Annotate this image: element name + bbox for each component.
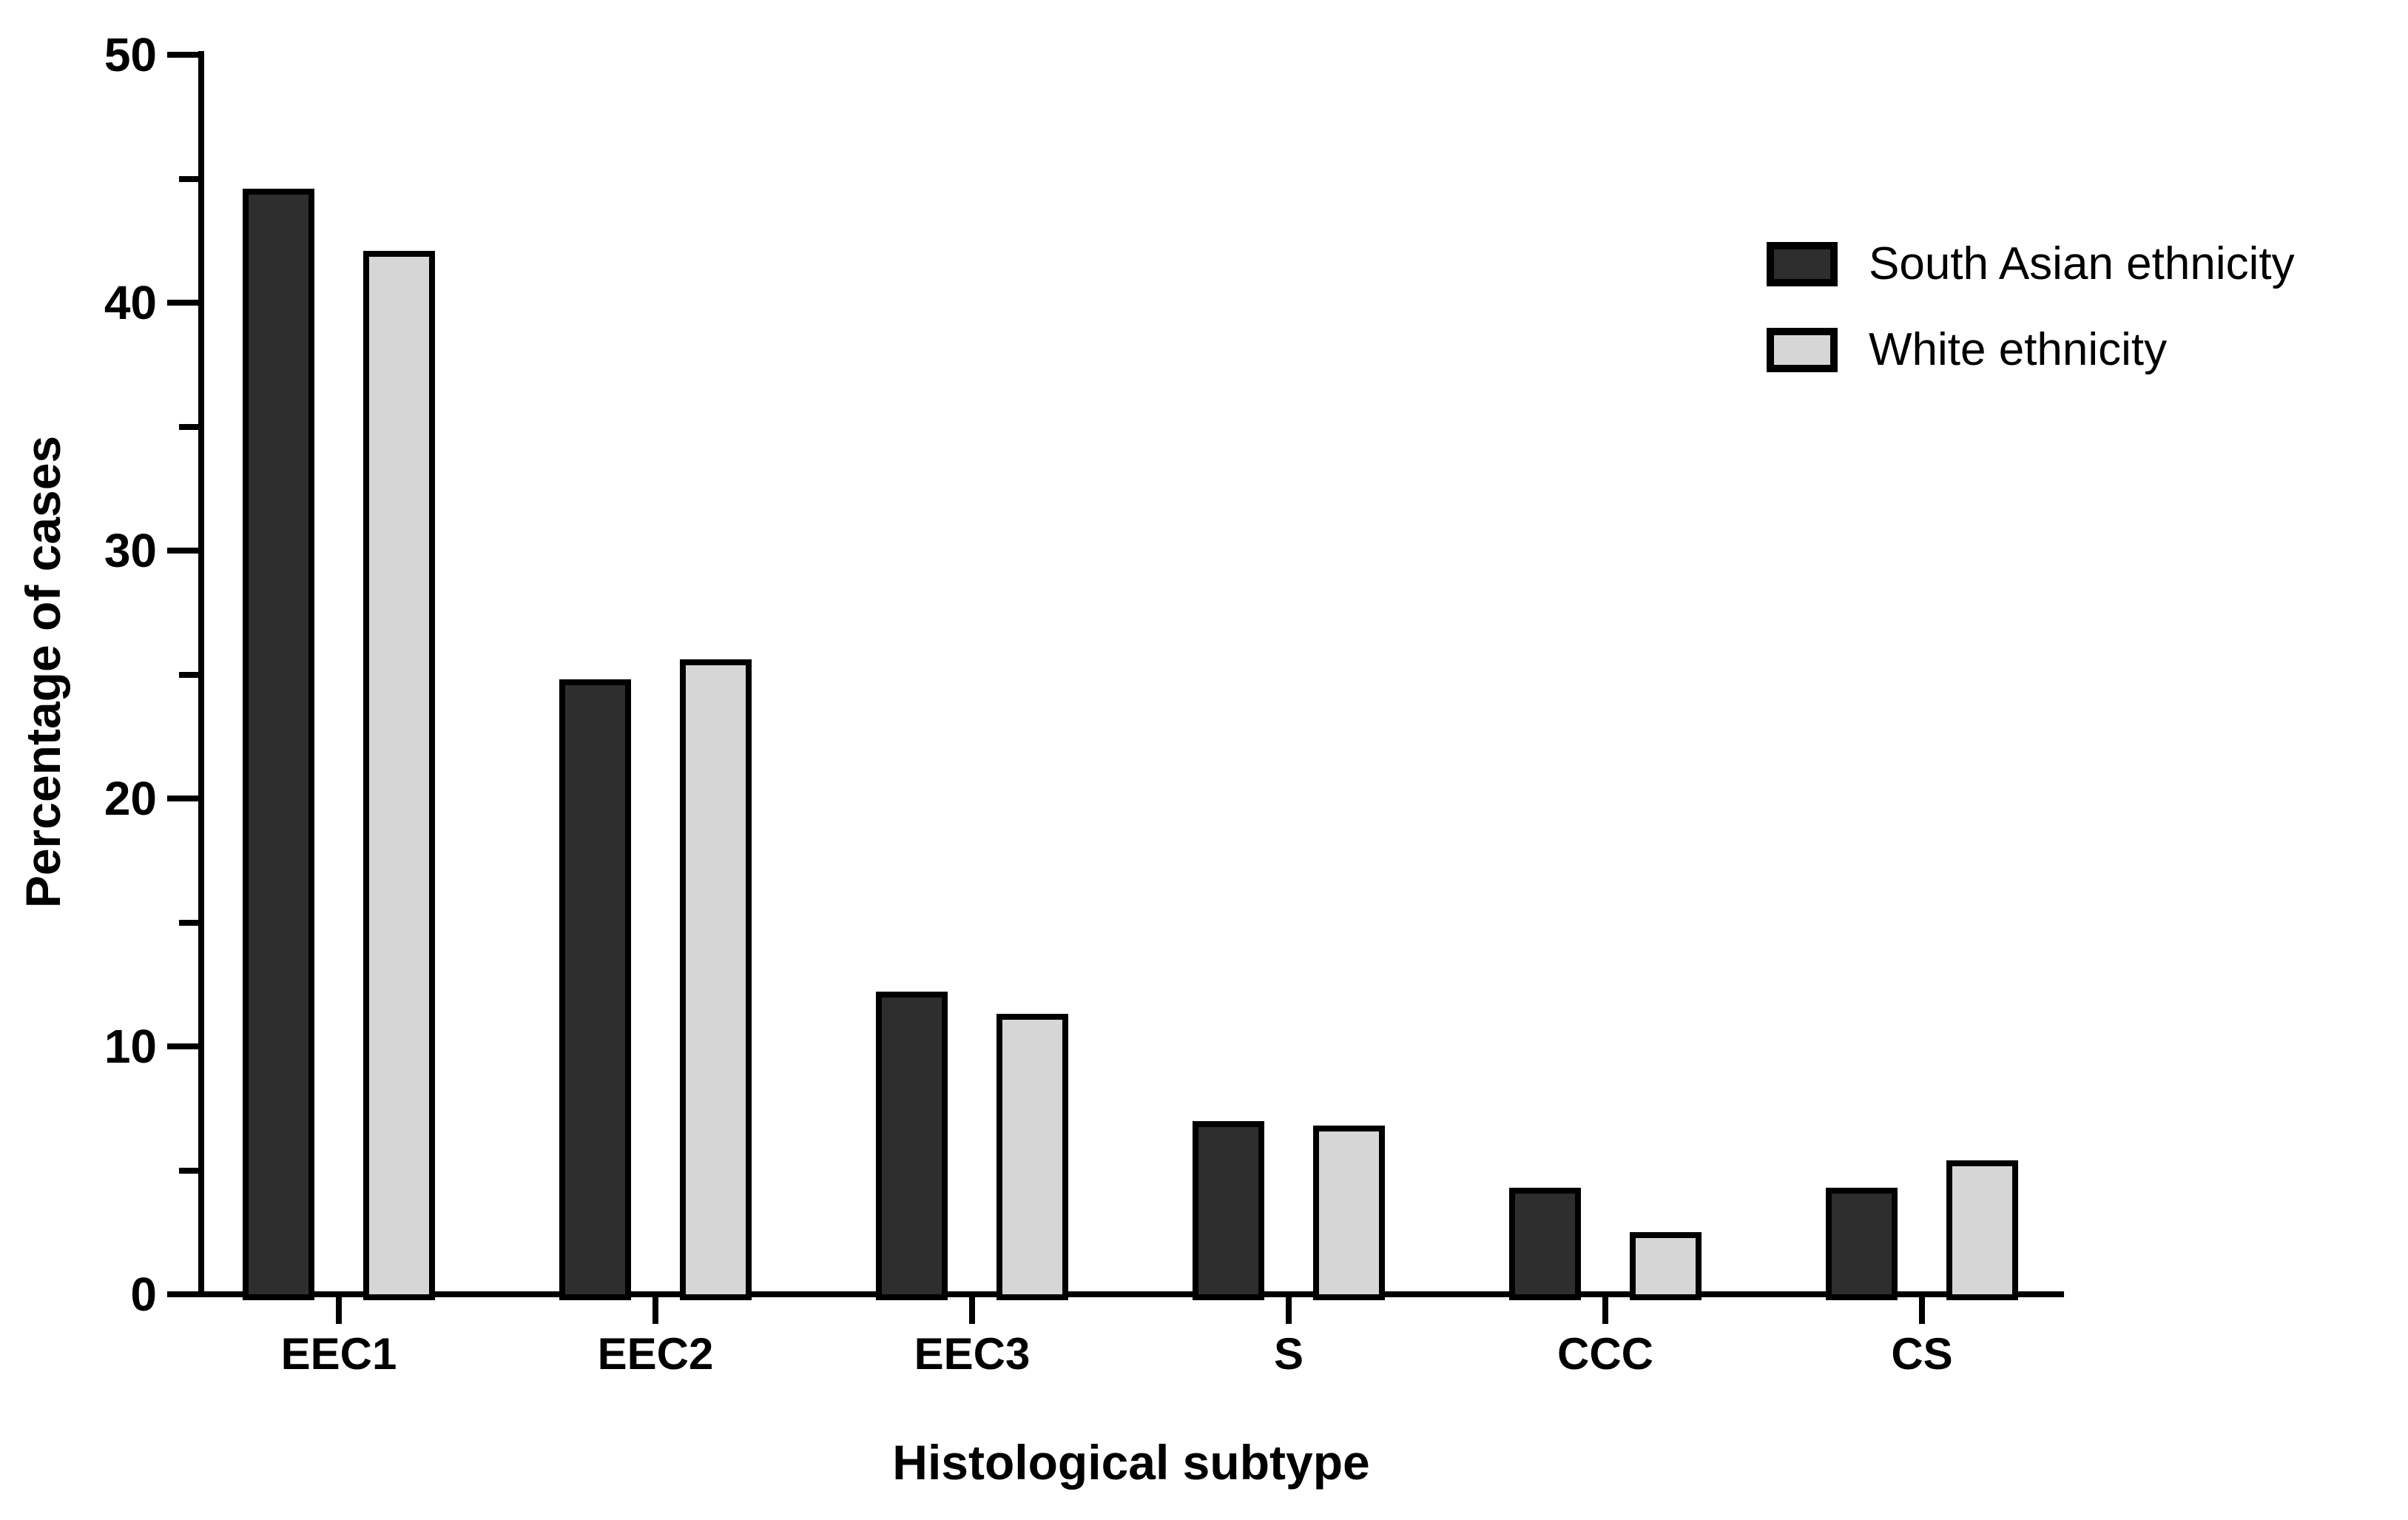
x-tick xyxy=(1286,1297,1292,1324)
x-axis-title: Histological subtype xyxy=(892,1435,1370,1490)
y-tick-label: 20 xyxy=(104,772,157,825)
x-tick xyxy=(652,1297,658,1324)
y-major-tick xyxy=(167,1291,198,1297)
y-major-tick xyxy=(167,796,198,801)
legend-swatch-south-asian xyxy=(1767,242,1838,286)
y-major-tick xyxy=(167,548,198,554)
y-tick-label: 50 xyxy=(104,28,157,81)
bar-EEC3-south-asian xyxy=(876,992,948,1300)
x-category-label: S xyxy=(1273,1329,1304,1379)
legend-label: South Asian ethnicity xyxy=(1869,238,2295,289)
legend-item: White ethnicity xyxy=(1767,324,2295,376)
x-category-label: CS xyxy=(1891,1329,1953,1379)
bar-EEC1-white xyxy=(363,250,435,1300)
x-category-label: EEC2 xyxy=(597,1329,714,1379)
bar-S-white xyxy=(1313,1126,1385,1300)
x-category-label: CCC xyxy=(1557,1329,1653,1379)
y-major-tick xyxy=(167,300,198,306)
y-minor-tick xyxy=(179,919,198,926)
legend: South Asian ethnicity White ethnicity xyxy=(1767,238,2295,410)
legend-item: South Asian ethnicity xyxy=(1767,238,2295,290)
bar-S-south-asian xyxy=(1193,1120,1264,1300)
bar-CCC-south-asian xyxy=(1509,1187,1581,1300)
bar-CCC-white xyxy=(1630,1232,1702,1300)
y-tick-label: 0 xyxy=(130,1268,157,1321)
y-tick-label: 40 xyxy=(104,276,157,329)
y-major-tick xyxy=(167,52,198,58)
bar-EEC2-south-asian xyxy=(559,679,631,1300)
y-minor-tick xyxy=(179,423,198,430)
legend-label: White ethnicity xyxy=(1869,324,2168,375)
y-minor-tick xyxy=(179,175,198,182)
bar-CS-south-asian xyxy=(1826,1187,1898,1300)
y-major-tick xyxy=(167,1043,198,1049)
legend-swatch-white xyxy=(1767,328,1838,372)
y-axis-line xyxy=(198,51,204,1297)
bar-EEC2-white xyxy=(680,659,752,1300)
x-axis-line xyxy=(198,1291,2064,1297)
x-category-label: EEC3 xyxy=(914,1329,1031,1379)
x-tick xyxy=(336,1297,342,1324)
x-tick xyxy=(969,1297,975,1324)
y-tick-label: 10 xyxy=(104,1020,157,1073)
bar-EEC1-south-asian xyxy=(243,188,314,1300)
y-tick-label: 30 xyxy=(104,524,157,577)
x-tick xyxy=(1919,1297,1925,1324)
y-minor-tick xyxy=(179,1167,198,1174)
x-tick xyxy=(1602,1297,1608,1324)
y-minor-tick xyxy=(179,671,198,678)
bar-CS-white xyxy=(1946,1160,2018,1300)
x-category-label: EEC1 xyxy=(280,1329,397,1379)
bar-EEC3-white xyxy=(996,1014,1068,1300)
